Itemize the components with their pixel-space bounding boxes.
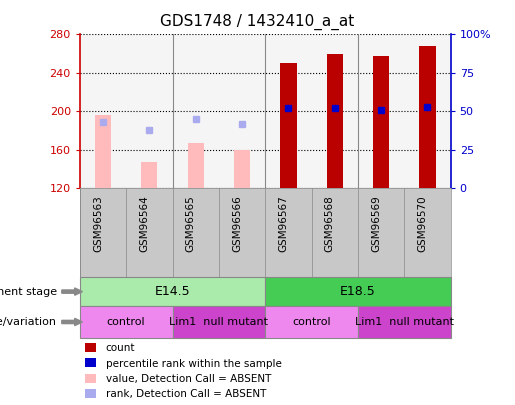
Bar — [95, 115, 111, 188]
Text: development stage: development stage — [0, 287, 57, 296]
Bar — [80, 306, 173, 338]
Text: rank, Detection Call = ABSENT: rank, Detection Call = ABSENT — [106, 389, 266, 399]
Text: Lim1  null mutant: Lim1 null mutant — [169, 317, 268, 327]
Bar — [80, 277, 265, 306]
Text: GSM96569: GSM96569 — [371, 196, 381, 252]
Text: control: control — [107, 317, 146, 327]
Bar — [187, 143, 204, 188]
Text: percentile rank within the sample: percentile rank within the sample — [106, 358, 282, 369]
Text: E14.5: E14.5 — [154, 285, 191, 298]
Text: value, Detection Call = ABSENT: value, Detection Call = ABSENT — [106, 374, 271, 384]
Text: GSM96566: GSM96566 — [232, 196, 242, 252]
Bar — [419, 46, 436, 188]
Bar — [265, 277, 451, 306]
Bar — [358, 306, 451, 338]
Text: GSM96567: GSM96567 — [279, 196, 288, 252]
Text: GSM96563: GSM96563 — [93, 196, 103, 252]
Bar — [234, 150, 250, 188]
Bar — [373, 55, 389, 188]
Text: control: control — [293, 317, 331, 327]
Bar — [327, 54, 343, 188]
Text: GSM96570: GSM96570 — [418, 196, 427, 252]
Text: GSM96565: GSM96565 — [186, 196, 196, 252]
Text: GDS1748 / 1432410_a_at: GDS1748 / 1432410_a_at — [160, 14, 355, 30]
Text: E18.5: E18.5 — [340, 285, 376, 298]
Text: GSM96568: GSM96568 — [325, 196, 335, 252]
Bar — [173, 306, 265, 338]
Bar — [141, 162, 158, 188]
Text: GSM96564: GSM96564 — [140, 196, 149, 252]
Text: genotype/variation: genotype/variation — [0, 317, 57, 327]
Text: count: count — [106, 343, 135, 353]
Bar — [280, 63, 297, 188]
Text: Lim1  null mutant: Lim1 null mutant — [355, 317, 454, 327]
Bar — [265, 306, 358, 338]
